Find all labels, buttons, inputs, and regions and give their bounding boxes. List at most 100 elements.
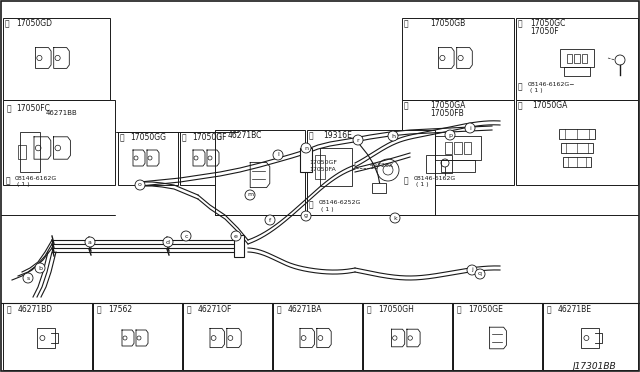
Bar bbox=[441, 160, 475, 172]
Circle shape bbox=[85, 237, 95, 247]
Circle shape bbox=[35, 263, 45, 273]
Text: Ⓐ: Ⓐ bbox=[309, 131, 314, 140]
Circle shape bbox=[388, 131, 398, 141]
Circle shape bbox=[245, 190, 255, 200]
Text: 46271BD: 46271BD bbox=[18, 305, 53, 314]
Bar bbox=[307, 130, 435, 215]
Text: 17050GF: 17050GF bbox=[309, 160, 337, 165]
Text: ⓩ: ⓩ bbox=[547, 305, 552, 314]
Text: h: h bbox=[391, 134, 395, 138]
Bar bbox=[567, 54, 573, 62]
Text: 17050F: 17050F bbox=[530, 27, 559, 36]
Text: c: c bbox=[184, 234, 188, 238]
Text: ( 1 ): ( 1 ) bbox=[416, 182, 429, 187]
Text: 08146-6162G: 08146-6162G bbox=[414, 176, 456, 181]
Bar bbox=[581, 328, 599, 348]
Text: 46271BB: 46271BB bbox=[46, 110, 77, 116]
Circle shape bbox=[181, 231, 191, 241]
Text: ⓚ: ⓚ bbox=[187, 305, 191, 314]
Text: 08146-6162G−: 08146-6162G− bbox=[528, 82, 575, 87]
Text: f: f bbox=[269, 218, 271, 222]
Text: Ⓒ: Ⓒ bbox=[518, 101, 523, 110]
Bar bbox=[320, 148, 352, 186]
Text: ( 1 ): ( 1 ) bbox=[530, 88, 543, 93]
Bar bbox=[516, 100, 638, 185]
Bar bbox=[93, 303, 182, 370]
Text: b: b bbox=[38, 266, 42, 270]
Circle shape bbox=[301, 143, 311, 153]
Bar bbox=[37, 328, 55, 348]
Circle shape bbox=[445, 130, 455, 140]
Bar bbox=[372, 183, 386, 193]
Bar bbox=[183, 303, 272, 370]
Text: Ⓑ: Ⓑ bbox=[404, 176, 408, 185]
Text: Ⓑ: Ⓑ bbox=[6, 176, 11, 185]
Text: p: p bbox=[448, 132, 452, 138]
Bar bbox=[564, 67, 589, 76]
Text: q: q bbox=[478, 272, 482, 276]
Text: J17301BB: J17301BB bbox=[572, 362, 616, 371]
Bar bbox=[454, 142, 461, 154]
Text: Ⓐ: Ⓐ bbox=[7, 104, 12, 113]
Text: ⓧ: ⓧ bbox=[367, 305, 372, 314]
Text: g: g bbox=[304, 214, 308, 218]
Text: e: e bbox=[234, 234, 238, 238]
Text: k: k bbox=[393, 215, 397, 221]
Bar bbox=[516, 18, 638, 100]
Text: 17050GG: 17050GG bbox=[130, 133, 166, 142]
Text: 17050GA: 17050GA bbox=[430, 101, 465, 110]
Text: 49728X: 49728X bbox=[370, 163, 394, 168]
Circle shape bbox=[163, 237, 173, 247]
Circle shape bbox=[265, 215, 275, 225]
Text: 17050FA: 17050FA bbox=[309, 167, 336, 172]
Bar bbox=[426, 155, 452, 173]
Circle shape bbox=[273, 150, 283, 160]
Text: 17050GD: 17050GD bbox=[16, 19, 52, 28]
Text: j: j bbox=[471, 267, 473, 273]
Bar bbox=[118, 132, 178, 185]
Text: ⓜ: ⓜ bbox=[277, 305, 282, 314]
Text: Ⓑ: Ⓑ bbox=[309, 200, 314, 209]
Text: 17050FB: 17050FB bbox=[430, 109, 464, 118]
Text: 46271BA: 46271BA bbox=[288, 305, 323, 314]
Circle shape bbox=[353, 135, 363, 145]
Bar bbox=[300, 148, 312, 172]
Bar bbox=[315, 155, 325, 179]
Text: ⓝ: ⓝ bbox=[7, 305, 12, 314]
Bar bbox=[234, 235, 244, 257]
Text: 46271BC: 46271BC bbox=[228, 131, 262, 140]
Text: n: n bbox=[304, 145, 308, 151]
Text: 17050GF: 17050GF bbox=[192, 133, 227, 142]
Text: 46271BE: 46271BE bbox=[558, 305, 592, 314]
Text: 08146-6252G: 08146-6252G bbox=[319, 200, 362, 205]
Text: i: i bbox=[469, 125, 471, 131]
Text: d: d bbox=[166, 240, 170, 244]
Text: 19316E: 19316E bbox=[323, 131, 352, 140]
Circle shape bbox=[467, 265, 477, 275]
Circle shape bbox=[23, 273, 33, 283]
Bar bbox=[402, 100, 514, 185]
Text: ⓨ: ⓨ bbox=[457, 305, 461, 314]
Text: 17050GB: 17050GB bbox=[430, 19, 465, 28]
Text: r: r bbox=[356, 138, 359, 142]
Bar bbox=[18, 145, 26, 159]
Bar bbox=[180, 132, 238, 185]
Text: 08146-6162G: 08146-6162G bbox=[15, 176, 57, 181]
Bar bbox=[273, 303, 362, 370]
Circle shape bbox=[301, 211, 311, 221]
Text: o: o bbox=[138, 183, 142, 187]
Bar bbox=[582, 54, 587, 62]
Text: Ⓔ: Ⓔ bbox=[518, 19, 523, 28]
Text: Ⓤ: Ⓤ bbox=[5, 19, 10, 28]
Bar bbox=[3, 18, 110, 100]
Circle shape bbox=[465, 123, 475, 133]
Text: 17562: 17562 bbox=[108, 305, 132, 314]
Circle shape bbox=[231, 231, 241, 241]
Text: ( 1 ): ( 1 ) bbox=[17, 182, 29, 187]
Text: ⒱: ⒱ bbox=[404, 101, 408, 110]
Bar bbox=[561, 143, 593, 153]
Text: Ⓜ: Ⓜ bbox=[217, 131, 221, 140]
Text: 17050GA: 17050GA bbox=[532, 101, 568, 110]
Text: 17050GC: 17050GC bbox=[530, 19, 565, 28]
Bar bbox=[560, 49, 594, 67]
